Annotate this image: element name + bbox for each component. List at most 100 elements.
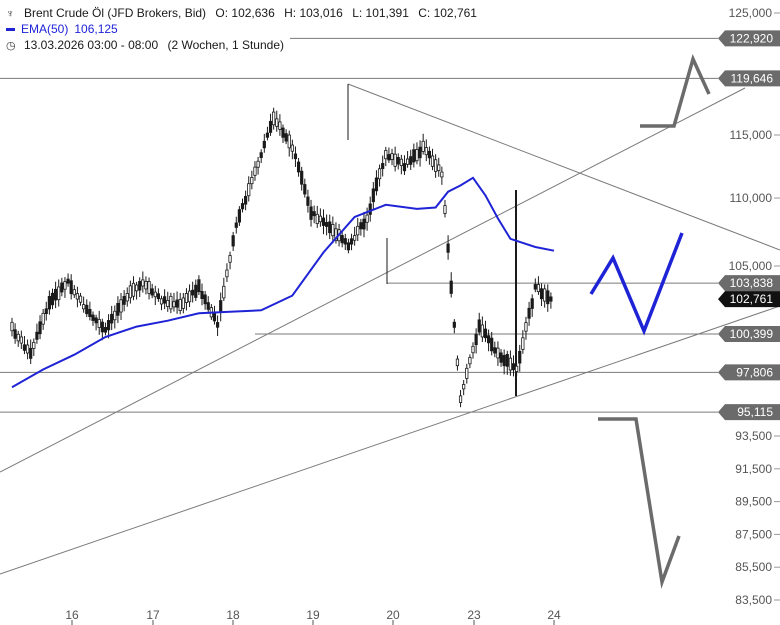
level-label-bg: [718, 30, 780, 47]
candle: [399, 158, 403, 167]
candle: [54, 288, 58, 301]
x-tick-label: 19: [306, 608, 320, 622]
candle: [166, 300, 170, 307]
candle: [85, 304, 89, 315]
candle: [97, 319, 101, 328]
candle: [458, 395, 463, 403]
level-label-bg: [718, 275, 780, 292]
candle: [343, 238, 347, 245]
candle: [44, 308, 48, 315]
candle: [502, 355, 506, 367]
candle: [405, 158, 410, 165]
candle: [486, 335, 491, 344]
candle: [543, 288, 547, 302]
candle: [194, 284, 198, 298]
candle: [415, 149, 419, 162]
y-tick-label: 93,500: [735, 429, 772, 443]
candle: [13, 329, 17, 339]
candle: [134, 284, 139, 292]
ema-swatch-icon: [6, 28, 15, 32]
candle: [272, 111, 276, 126]
level-label-bg: [718, 404, 780, 421]
candle: [427, 150, 432, 159]
candle: [25, 344, 30, 354]
ema-line: [11, 176, 555, 389]
candle: [60, 282, 64, 293]
candle: [340, 235, 344, 244]
candle: [147, 281, 151, 294]
high-value: H: 103,016: [284, 6, 343, 20]
candle: [153, 291, 157, 298]
candle: [496, 347, 500, 359]
candles-group: [10, 107, 553, 408]
candle: [75, 293, 80, 300]
candle: [122, 296, 126, 305]
candle: [446, 243, 450, 253]
candle: [103, 327, 108, 333]
candle: [359, 222, 363, 230]
candle: [29, 347, 33, 359]
candle: [490, 337, 494, 352]
y-tick-label: 115,000: [730, 128, 773, 142]
candle: [281, 127, 285, 138]
candle: [409, 156, 413, 165]
candle: [138, 281, 142, 291]
candle: [390, 153, 394, 160]
candle: [247, 183, 251, 197]
x-tick-label: 23: [467, 608, 481, 622]
candle: [377, 168, 382, 180]
level-label-text: 100,399: [730, 327, 774, 341]
candle: [440, 171, 444, 178]
candle: [465, 367, 469, 379]
candle: [184, 293, 189, 303]
candle: [437, 164, 441, 171]
candle: [402, 163, 407, 172]
candle: [19, 336, 23, 344]
candle: [318, 215, 322, 223]
ema-value: 106,125: [74, 22, 118, 36]
candle: [521, 337, 525, 350]
candle: [206, 302, 210, 310]
candle: [368, 203, 372, 215]
candle: [449, 280, 453, 294]
candle: [549, 296, 553, 302]
candle: [387, 154, 391, 161]
candle: [197, 279, 201, 293]
candle: [57, 286, 61, 301]
candle: [231, 235, 235, 247]
candle: [321, 217, 326, 226]
candle: [418, 146, 422, 159]
candle: [353, 235, 357, 241]
downside-scenario-path: [598, 417, 681, 589]
timerange: 13.03.2026 03:00 - 08:00: [24, 38, 159, 52]
ascending-trendline-upper: [0, 87, 746, 473]
candle: [278, 121, 282, 130]
ascending-trendline-lower: [0, 305, 780, 575]
bullish-projection-path: [589, 232, 684, 336]
candle: [110, 313, 114, 324]
candle: [128, 285, 132, 299]
candle: [421, 140, 425, 152]
candle: [530, 298, 534, 309]
candle: [312, 211, 316, 217]
candle: [362, 218, 366, 230]
candle: [424, 147, 428, 156]
open-value: O: 102,636: [215, 6, 275, 20]
candle: [381, 163, 385, 170]
level-label-4: 97,806: [718, 364, 780, 381]
candle: [88, 308, 92, 317]
candle: [515, 365, 519, 372]
candle: [215, 322, 220, 328]
candle: [47, 296, 51, 310]
candle: [412, 149, 416, 163]
chart-header-ohlc: ♆ Brent Crude Öl (JFD Brokers, Bid) O: 10…: [6, 6, 483, 20]
candle: [434, 159, 438, 172]
candle: [365, 214, 369, 223]
candle: [144, 280, 148, 290]
candle: [293, 153, 298, 160]
candle: [296, 161, 301, 173]
candle: [50, 292, 55, 306]
candle: [511, 363, 516, 371]
level-label-2: 103,838: [718, 275, 780, 292]
